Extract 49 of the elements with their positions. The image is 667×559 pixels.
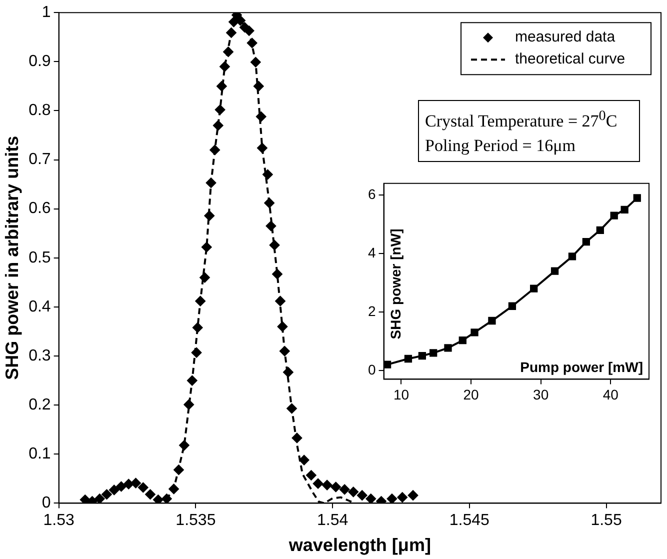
y-tick-label: 0.5 (28, 249, 51, 266)
y-tick-label: 6 (368, 186, 376, 202)
x-tick-label: 30 (533, 386, 549, 402)
x-tick-label: 1.535 (176, 512, 216, 530)
y-tick-label: 4 (368, 244, 376, 260)
y-tick-label: 0.3 (28, 347, 51, 364)
y-tick-label: 0 (368, 361, 376, 378)
legend-label: measured data (515, 28, 616, 46)
y-tick-label: 0.8 (28, 102, 51, 120)
y-axis-title: SHG power in arbitrary units (2, 136, 22, 380)
point (582, 238, 590, 246)
point (418, 352, 426, 360)
x-tick-label: 1.55 (590, 512, 622, 530)
point (384, 360, 392, 368)
y-tick-label: 2 (368, 302, 376, 319)
y-axis-title: SHG power [nW] (388, 228, 404, 340)
x-tick-label: 1.53 (43, 512, 75, 530)
y-tick-label: 0.4 (28, 298, 51, 316)
y-tick-label: 1 (42, 4, 51, 22)
x-tick-label: 20 (463, 386, 480, 402)
point (610, 212, 618, 220)
point (430, 349, 438, 357)
y-tick-label: 0.7 (28, 151, 51, 168)
legend-label: theoretical curve (515, 50, 626, 68)
x-axis-title: wavelength [μm] (288, 535, 431, 556)
point (633, 194, 641, 202)
x-tick-label: 1.54 (316, 512, 348, 530)
point (470, 328, 478, 336)
point (596, 226, 604, 234)
point (508, 302, 516, 310)
point (568, 252, 576, 260)
x-tick-label: 40 (602, 386, 619, 402)
point (444, 344, 452, 352)
x-tick-label: 10 (393, 386, 410, 402)
point (620, 206, 628, 214)
y-tick-label: 0.9 (28, 53, 51, 70)
y-tick-label: 0.2 (28, 396, 51, 414)
x-axis-title: Pump power [mW] (520, 359, 643, 376)
annotation: Crystal Temperature = 27$^{0}$C (425, 107, 618, 133)
y-tick-label: 0 (42, 494, 51, 512)
point (458, 336, 466, 344)
y-tick-label: 0.6 (28, 200, 51, 218)
point (550, 267, 559, 275)
point (488, 316, 496, 325)
annotation: Poling Period = 16μm (425, 134, 576, 157)
y-tick-label: 0.1 (28, 446, 51, 463)
point (530, 284, 538, 292)
point (404, 354, 412, 363)
x-tick-label: 1.545 (449, 512, 490, 530)
